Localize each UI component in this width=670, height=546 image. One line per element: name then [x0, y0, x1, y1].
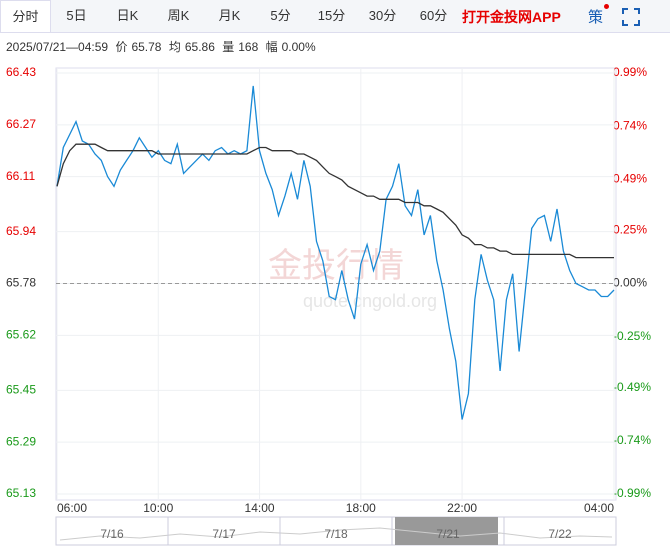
x-tick-label: 10:00: [143, 501, 173, 515]
fullscreen[interactable]: [622, 8, 640, 26]
promo[interactable]: 打开金投网APP: [462, 9, 561, 25]
y2-tick-label: 0.99%: [613, 65, 647, 79]
navigator-line: [59, 527, 613, 541]
time: 2025/07/21—04:59: [6, 40, 109, 54]
label: 价: [115, 40, 128, 54]
tab[interactable]: 5日: [66, 8, 87, 23]
tab[interactable]: 月K: [218, 8, 241, 23]
tab[interactable]: 60分: [419, 8, 448, 23]
y2-tick-label: -0.99%: [613, 486, 651, 500]
value: 0.00%: [281, 40, 316, 54]
tab[interactable]: 日K: [116, 8, 139, 23]
watermark-url: quote.cngold.org: [303, 291, 437, 311]
y2-tick-label: 0.74%: [613, 118, 647, 132]
navigator-date: 7/16: [100, 527, 124, 541]
x-tick-label: 22:00: [447, 501, 477, 515]
y-tick-label: 65.45: [6, 383, 36, 397]
series-line: [56, 85, 615, 420]
tab[interactable]: 5分: [270, 8, 291, 23]
x-tick-label: 06:00: [57, 501, 87, 515]
x-tick-label: 04:00: [584, 501, 614, 515]
y-tick-label: 65.29: [6, 434, 36, 448]
y-tick-label: 66.43: [6, 65, 36, 79]
tab[interactable]: 30分: [368, 8, 397, 23]
y2-tick-label: -0.49%: [613, 380, 651, 394]
label: 幅: [265, 40, 278, 54]
y-tick-label: 65.94: [6, 224, 36, 238]
y-tick-label: 66.27: [6, 117, 36, 131]
strategy[interactable]: 策: [588, 9, 604, 26]
y2-tick-label: 0.00%: [613, 276, 647, 290]
navigator: [55, 516, 617, 546]
x-tick-label: 18:00: [346, 501, 376, 515]
info-line: 2025/07/21—04:59 价 65.78 均 65.86 量 168 幅 0.0…: [6, 38, 320, 55]
tab[interactable]: 周K: [167, 8, 190, 23]
y-tick-label: 66.11: [6, 169, 35, 183]
label: 量: [222, 40, 235, 54]
y-tick-label: 65.78: [6, 276, 36, 290]
label: 均: [168, 40, 181, 54]
badge: [604, 4, 609, 9]
y-tick-label: 65.13: [6, 486, 36, 500]
y2-tick-label: 0.49%: [613, 171, 647, 185]
tab-bar: 分时 5日 日K 周K 月K 5分 15分 30分 60分: [0, 0, 670, 33]
y-tick-label: 65.62: [6, 327, 36, 341]
value: 168: [238, 40, 259, 54]
navigator-date: 7/22: [548, 527, 572, 541]
tab[interactable]: 15分: [317, 8, 346, 23]
value: 65.78: [131, 40, 162, 54]
y2-tick-label: -0.74%: [613, 433, 651, 447]
y2-tick-label: 0.25%: [613, 223, 647, 237]
series-line: [56, 143, 614, 259]
x-tick-label: 14:00: [245, 501, 275, 515]
navigator-date: 7/21: [436, 527, 460, 541]
y2-tick-label: -0.25%: [613, 329, 651, 343]
navigator-date: 7/17: [212, 527, 236, 541]
navigator-date: 7/18: [324, 527, 348, 541]
watermark: 金投行情: [268, 247, 404, 285]
tab[interactable]: 分时: [0, 0, 51, 32]
value: 65.86: [184, 40, 215, 54]
